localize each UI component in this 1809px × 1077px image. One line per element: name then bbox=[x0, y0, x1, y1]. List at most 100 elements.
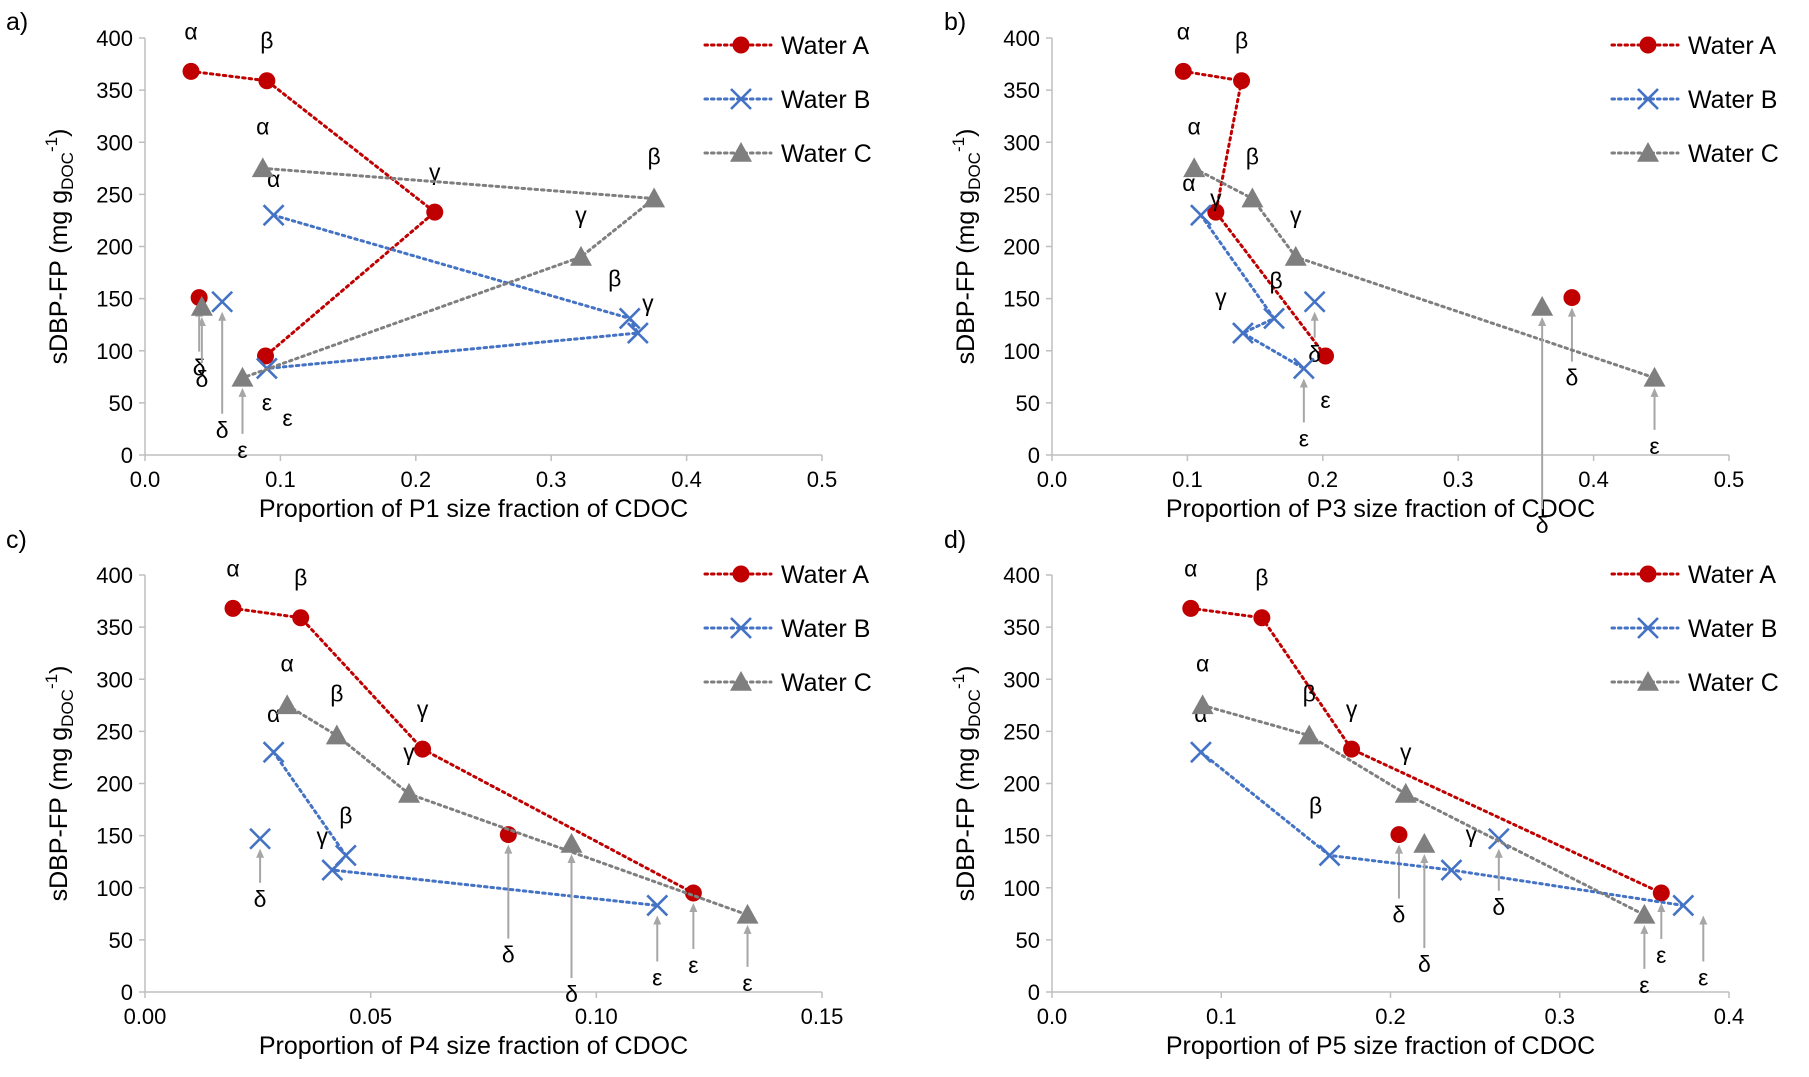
y-tick-label: 0 bbox=[1028, 980, 1040, 1005]
point-label: δ bbox=[216, 417, 229, 443]
legend: Water A Water B Water C bbox=[703, 32, 872, 168]
data-point bbox=[398, 782, 421, 803]
point-label: α bbox=[226, 555, 239, 581]
y-tick-label: 250 bbox=[96, 719, 133, 744]
series-line bbox=[1189, 606, 1663, 895]
data-point bbox=[1207, 203, 1225, 221]
point-label: δ bbox=[1393, 902, 1406, 928]
point-label: γ bbox=[429, 159, 441, 185]
point-label: γ bbox=[417, 696, 429, 722]
data-point bbox=[258, 72, 276, 90]
series-line bbox=[285, 703, 750, 917]
y-tick-label: 50 bbox=[1016, 928, 1040, 953]
series-line bbox=[1201, 703, 1646, 917]
point-label: β bbox=[1269, 267, 1282, 293]
point-label: ε bbox=[652, 964, 662, 990]
data-point bbox=[426, 203, 444, 221]
data-point bbox=[325, 724, 348, 745]
data-point bbox=[1531, 295, 1554, 316]
y-tick-label: 300 bbox=[96, 130, 133, 155]
point-label: β bbox=[647, 144, 660, 170]
legend-marker bbox=[1637, 142, 1659, 162]
data-point bbox=[1390, 826, 1408, 844]
series-line bbox=[1199, 750, 1685, 907]
data-point bbox=[569, 245, 592, 266]
y-tick-label: 100 bbox=[96, 339, 133, 364]
point-label: β bbox=[608, 265, 621, 291]
chart-panel-a: a) 0 50 100 150 200 250 300 350 400 0.0 0.1 0.2 0.3 0.… bbox=[6, 8, 872, 523]
data-point bbox=[1284, 245, 1307, 266]
data-point bbox=[262, 741, 285, 764]
x-tick-label: 0.3 bbox=[536, 467, 567, 492]
data-point bbox=[231, 366, 254, 387]
series-water-c: α β γ δ ε bbox=[1191, 650, 1656, 998]
point-label: α bbox=[1184, 555, 1197, 581]
x-stroke bbox=[730, 617, 752, 639]
arrow-head bbox=[1567, 307, 1576, 317]
legend-label: Water C bbox=[1688, 140, 1779, 168]
legend-marker bbox=[732, 36, 750, 54]
point-label: γ bbox=[1290, 202, 1302, 228]
chart-panel-d: d) 0 50 100 150 200 250 300 350 400 0.0 0.1 0.2 0.3 0.… bbox=[944, 526, 1779, 1060]
series-line bbox=[1199, 213, 1306, 370]
point-label: ε bbox=[1698, 964, 1708, 990]
x-axis-title: Proportion of P1 size fraction of CDOC bbox=[259, 495, 688, 523]
panel-letter: c) bbox=[6, 526, 27, 554]
x-tick-label: 0.1 bbox=[1206, 1004, 1237, 1029]
legend-marker bbox=[1637, 617, 1659, 639]
point-label: β bbox=[330, 681, 343, 707]
point-label: ε bbox=[1649, 433, 1659, 459]
arrow-head bbox=[743, 924, 752, 934]
point-label: β bbox=[1246, 144, 1259, 170]
legend-label: Water A bbox=[1688, 561, 1776, 589]
point-label: ε bbox=[282, 405, 292, 431]
y-tick-label: 350 bbox=[1003, 615, 1040, 640]
arrow-head bbox=[1699, 915, 1708, 925]
legend-marker bbox=[1637, 88, 1659, 110]
x-tick-label: 0.0 bbox=[130, 467, 161, 492]
y-tick-label: 150 bbox=[1003, 824, 1040, 849]
x-stroke bbox=[211, 290, 234, 313]
y-tick-label: 100 bbox=[1003, 339, 1040, 364]
x-stroke bbox=[1190, 741, 1212, 764]
data-point bbox=[1563, 289, 1581, 307]
series-line bbox=[189, 69, 438, 358]
point-label: ε bbox=[262, 389, 272, 415]
x-tick-label: 0.2 bbox=[401, 467, 432, 492]
legend-marker bbox=[730, 88, 752, 110]
x-axis-title: Proportion of P4 size fraction of CDOC bbox=[259, 1032, 688, 1060]
x-stroke bbox=[1672, 894, 1695, 917]
point-label: α bbox=[1177, 18, 1190, 44]
y-axis-title: sDBP-FP (mg gDOC-1) bbox=[949, 666, 984, 902]
x-stroke bbox=[626, 322, 649, 344]
point-label: γ bbox=[1210, 185, 1222, 211]
data-point bbox=[1191, 694, 1214, 715]
legend-marker bbox=[730, 142, 752, 162]
point-label: δ bbox=[1418, 951, 1431, 977]
point-label: β bbox=[339, 802, 352, 828]
data-point bbox=[262, 204, 285, 227]
data-point bbox=[1303, 290, 1326, 313]
x-tick-label: 0.4 bbox=[671, 467, 702, 492]
data-point bbox=[684, 884, 702, 902]
legend: Water A Water B Water C bbox=[703, 561, 872, 697]
x-axis-title: Proportion of P3 size fraction of CDOC bbox=[1166, 495, 1595, 523]
point-label: δ bbox=[1566, 365, 1579, 391]
legend-label: Water A bbox=[1688, 32, 1776, 60]
y-tick-label: 0 bbox=[121, 980, 133, 1005]
y-tick-label: 350 bbox=[96, 615, 133, 640]
point-label: β bbox=[294, 565, 307, 591]
x-stroke bbox=[1637, 617, 1659, 639]
arrow-head bbox=[653, 915, 662, 925]
y-tick-label: 200 bbox=[1003, 235, 1040, 260]
data-point bbox=[1231, 322, 1254, 344]
arrow-head bbox=[1657, 902, 1666, 912]
panel-letter: a) bbox=[6, 8, 28, 36]
y-tick-label: 150 bbox=[96, 824, 133, 849]
point-label: α bbox=[281, 650, 294, 676]
arrow-head bbox=[238, 387, 247, 397]
point-label: β bbox=[1255, 565, 1268, 591]
x-tick-label: 0.00 bbox=[124, 1004, 167, 1029]
